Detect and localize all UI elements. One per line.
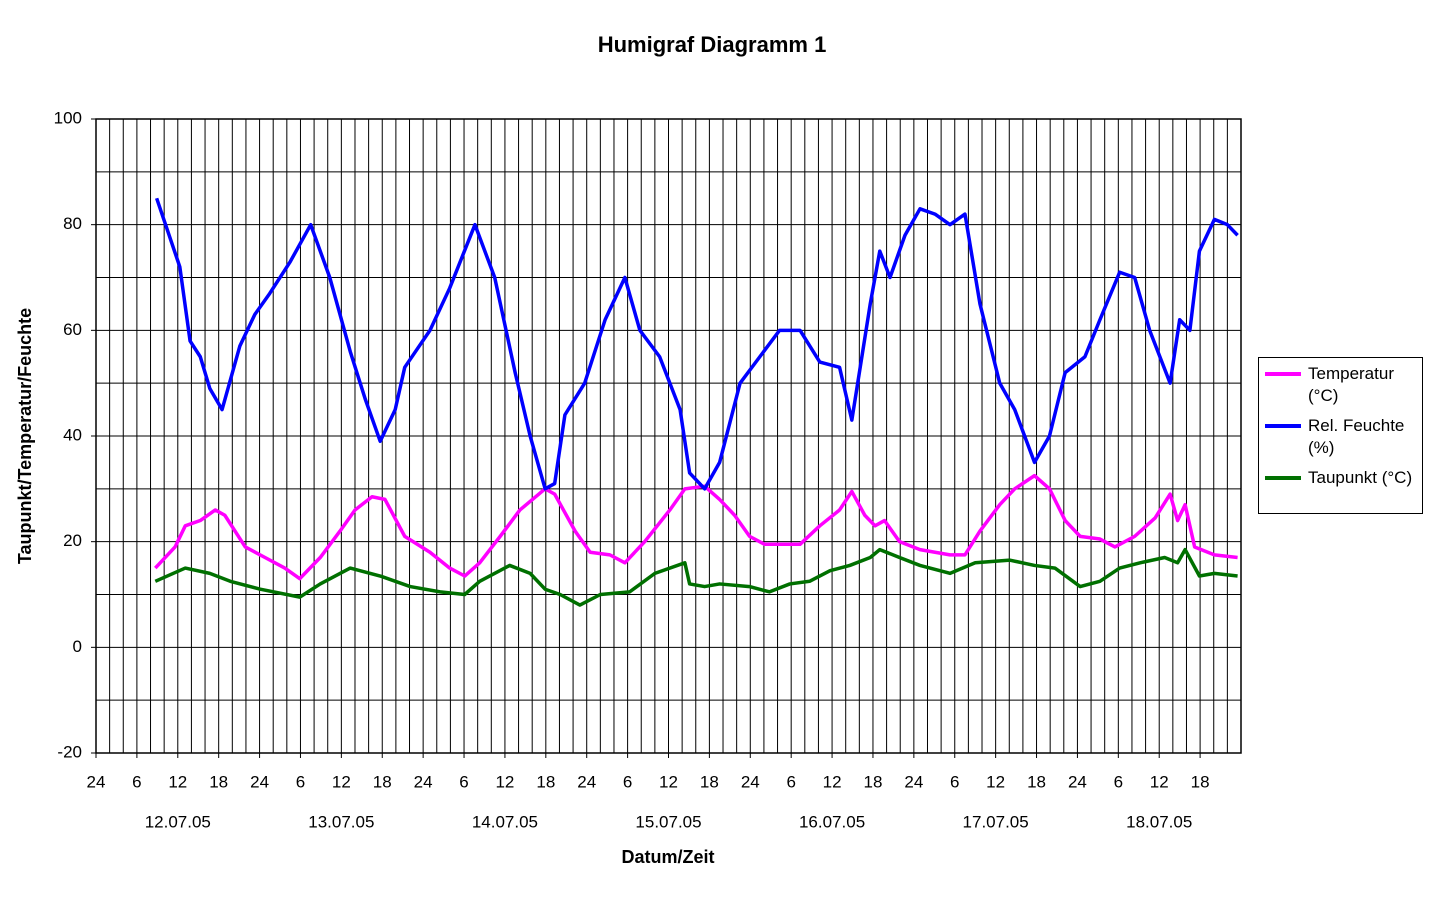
x-tick-label: 24 (904, 772, 923, 791)
x-tick-label: 6 (623, 772, 632, 791)
x-tick-label: 12 (823, 772, 842, 791)
x-tick-label: 12 (332, 772, 351, 791)
date-label: 16.07.05 (799, 812, 865, 831)
x-tick-label: 6 (296, 772, 305, 791)
y-axis-title: Taupunkt/Temperatur/Feuchte (15, 308, 35, 564)
legend-item: Rel. Feuchte (%) (1265, 415, 1422, 467)
y-tick-label: 20 (63, 531, 82, 550)
legend-swatch (1265, 372, 1301, 376)
date-label: 15.07.05 (635, 812, 701, 831)
x-tick-label: 6 (132, 772, 141, 791)
x-tick-label: 18 (209, 772, 228, 791)
chart-title: Humigraf Diagramm 1 (598, 32, 827, 57)
x-tick-label: 6 (786, 772, 795, 791)
x-tick-label: 12 (168, 772, 187, 791)
legend-swatch (1265, 476, 1301, 480)
date-label: 13.07.05 (308, 812, 374, 831)
y-tick-label: -20 (57, 742, 82, 761)
legend-item: Temperatur (°C) (1265, 363, 1422, 415)
y-tick-label: 0 (73, 637, 82, 656)
x-tick-label: 18 (700, 772, 719, 791)
x-tick-label: 6 (459, 772, 468, 791)
y-tick-label: 80 (63, 214, 82, 233)
x-tick-label: 24 (1068, 772, 1087, 791)
x-tick-label: 24 (741, 772, 760, 791)
x-tick-label: 18 (536, 772, 555, 791)
x-tick-label: 12 (495, 772, 514, 791)
x-tick-label: 12 (1150, 772, 1169, 791)
x-tick-label: 24 (87, 772, 106, 791)
x-tick-label: 18 (373, 772, 392, 791)
series-line (154, 197, 1239, 491)
legend-label: Rel. Feuchte (%) (1308, 416, 1405, 457)
legend: Temperatur (°C) Rel. Feuchte (%) Taupunkt … (1258, 357, 1423, 514)
legend-label: Temperatur (°C) (1308, 364, 1394, 405)
x-axis-title: Datum/Zeit (621, 847, 714, 867)
x-tick-label: 12 (659, 772, 678, 791)
x-tick-label: 18 (1191, 772, 1210, 791)
x-tick-label: 18 (864, 772, 883, 791)
legend-label: Taupunkt (°C) (1308, 468, 1413, 487)
series-line (154, 547, 1238, 607)
x-tick-label: 12 (986, 772, 1005, 791)
x-tick-label: 24 (577, 772, 596, 791)
date-label: 18.07.05 (1126, 812, 1192, 831)
date-label: 17.07.05 (963, 812, 1029, 831)
legend-swatch (1265, 424, 1301, 428)
x-tick-label: 24 (414, 772, 433, 791)
y-tick-label: 100 (54, 108, 82, 127)
x-tick-label: 6 (950, 772, 959, 791)
date-label: 14.07.05 (472, 812, 538, 831)
x-tick-label: 6 (1114, 772, 1123, 791)
date-label: 12.07.05 (145, 812, 211, 831)
plot-border (95, 118, 1242, 754)
series-line (154, 473, 1238, 581)
x-tick-label: 24 (250, 772, 269, 791)
y-tick-label: 40 (63, 425, 82, 444)
y-tick-label: 60 (63, 320, 82, 339)
x-tick-label: 18 (1027, 772, 1046, 791)
legend-item: Taupunkt (°C) (1265, 467, 1422, 519)
